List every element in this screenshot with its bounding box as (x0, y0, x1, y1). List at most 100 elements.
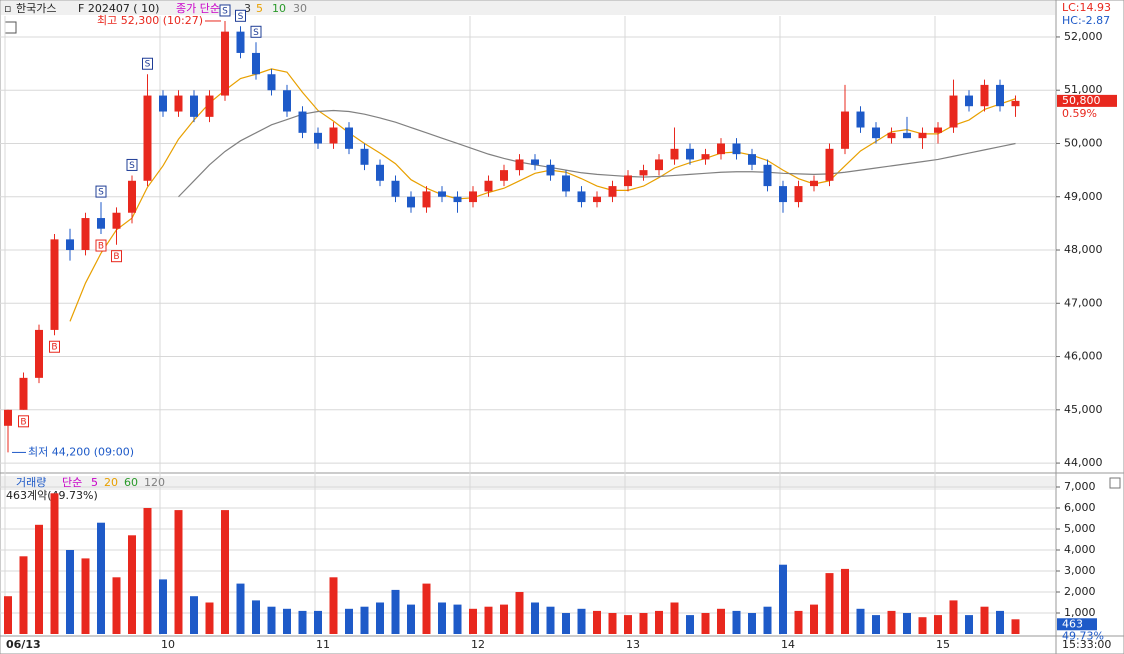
volume-bar (453, 604, 462, 634)
legend-entry[interactable]: 120 (144, 476, 165, 489)
volume-bar (903, 613, 911, 634)
candle-body (965, 95, 973, 107)
candle-body (655, 159, 663, 171)
candle-body (221, 31, 229, 96)
signal-label: S (222, 6, 228, 16)
candle-body (4, 409, 12, 426)
volume-bar (345, 608, 353, 634)
volume-bar (825, 573, 834, 634)
stock-name: 한국가스 (16, 2, 56, 15)
candle-body (66, 239, 74, 251)
volume-bar (794, 610, 803, 634)
legend-entry[interactable]: 20 (104, 476, 118, 489)
candle-body (500, 170, 508, 181)
legend-entry[interactable]: 5 (256, 2, 263, 15)
candle-body (934, 127, 942, 133)
volume-bar (143, 508, 152, 634)
volume-bar (763, 606, 772, 634)
candle-body (298, 111, 307, 133)
volume-bar (655, 610, 663, 634)
volume-bar (624, 615, 632, 634)
volume-bar (856, 608, 865, 634)
volume-bar (329, 577, 338, 634)
candle-body (887, 132, 896, 139)
annotation: 최저 44,200 (09:00) (28, 445, 134, 458)
candle-body (35, 329, 43, 378)
volume-bar (841, 568, 849, 634)
candle-body (732, 143, 741, 155)
volume-bar (66, 550, 74, 634)
candle-body (624, 175, 632, 187)
volume-title: 거래량 (16, 476, 46, 489)
legend-entry[interactable]: 5 (91, 476, 98, 489)
y-tick-label: 3,000 (1064, 564, 1096, 577)
candle-body (903, 132, 911, 139)
y-tick-label: 46,000 (1064, 350, 1103, 363)
volume-bar (50, 493, 59, 634)
y-tick-label: 44,000 (1064, 456, 1103, 469)
volume-bar (980, 606, 989, 634)
signal-box (219, 4, 231, 17)
signal-box (18, 415, 29, 428)
candle-body (608, 186, 617, 197)
y-tick-label: 49,000 (1064, 190, 1103, 203)
signal-box (235, 9, 246, 22)
volume-bar (252, 600, 260, 634)
volume-bar (887, 610, 896, 634)
candle-body (872, 127, 880, 139)
y-tick-label: 52,000 (1064, 30, 1103, 43)
candle-body (143, 95, 152, 181)
candle-body (174, 95, 183, 112)
y-tick-label: 51,000 (1064, 83, 1103, 96)
x-tick-label: 11 (316, 638, 330, 651)
signal-box (95, 239, 107, 252)
legend-entry[interactable]: 30 (293, 2, 307, 15)
volume-bar (438, 602, 446, 634)
volume-bar (515, 592, 524, 634)
volume-bar (593, 610, 601, 634)
signal-label: B (51, 343, 57, 353)
x-tick-label: 13 (626, 638, 640, 651)
signal-label: B (20, 417, 26, 427)
legend-entry[interactable]: 10 (272, 2, 286, 15)
volume-bar (128, 535, 136, 634)
candle-body (810, 180, 818, 187)
candle-body (469, 191, 477, 203)
panel-button[interactable] (1109, 477, 1121, 489)
candle-body (639, 170, 648, 176)
volume-bar (500, 604, 508, 634)
candle-body (763, 164, 772, 187)
signal-box (142, 57, 153, 70)
x-tick-label: 12 (471, 638, 485, 651)
signal-box (250, 25, 262, 38)
volume-bar (97, 522, 105, 634)
signal-label: S (253, 28, 259, 38)
volume-bar (267, 606, 276, 634)
candle-body (825, 148, 834, 181)
candle-body (438, 191, 446, 197)
last-price: 50,800 (1062, 94, 1101, 107)
volume-bar (4, 596, 12, 634)
volume-bar (949, 600, 958, 634)
candle-body (236, 31, 245, 53)
volume-bar (174, 510, 183, 634)
volume-bar (205, 602, 214, 634)
volume-title-bar (1, 476, 1055, 490)
volume-bar (577, 608, 586, 634)
legend-entry[interactable]: 60 (124, 476, 138, 489)
lc-label: LC:14.93 (1062, 1, 1111, 14)
candle-body (577, 191, 586, 203)
volume-bar (422, 583, 431, 634)
grid-icon[interactable] (4, 21, 17, 34)
signal-box (111, 250, 122, 263)
volume-bar (190, 596, 198, 634)
hc-label: HC:-2.87 (1062, 14, 1110, 27)
title-bar (1, 1, 1055, 15)
volume-bar (360, 606, 369, 634)
candle-body (856, 111, 865, 128)
candle-body (329, 127, 338, 144)
volume-bar (407, 604, 415, 634)
signal-box (49, 340, 60, 353)
legend-entry[interactable]: 3 (244, 2, 251, 15)
